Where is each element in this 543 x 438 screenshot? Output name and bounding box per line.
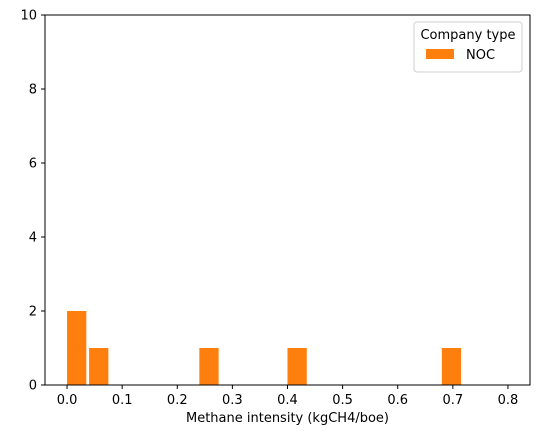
legend-swatch-noc [426, 49, 454, 59]
x-tick-label: 0.7 [442, 393, 463, 408]
legend-label-noc: NOC [466, 48, 495, 63]
y-axis: 0 2 4 6 8 10 [20, 9, 45, 394]
x-tick-label: 0.2 [167, 393, 188, 408]
x-axis-label: Methane intensity (kgCH4/boe) [186, 411, 389, 426]
x-tick-label: 0.6 [387, 393, 408, 408]
y-tick-label: 10 [20, 9, 37, 24]
x-axis: 0.0 0.1 0.2 0.3 0.4 0.5 0.6 0.7 0.8 [57, 385, 519, 408]
y-tick-label: 0 [29, 379, 37, 394]
x-tick-label: 0.5 [332, 393, 353, 408]
y-tick-label: 4 [29, 231, 37, 246]
legend-title: Company type [420, 28, 515, 43]
legend: Company type NOC [413, 21, 523, 73]
bar-0-3 [287, 348, 307, 385]
bar-0-1 [89, 348, 109, 385]
bars-group [67, 311, 462, 385]
y-tick-label: 8 [29, 83, 37, 98]
y-tick-label: 2 [29, 305, 37, 320]
x-tick-label: 0.3 [222, 393, 243, 408]
bar-0-2 [199, 348, 219, 385]
legend-box [413, 21, 523, 73]
bar-0-4 [441, 348, 462, 385]
x-tick-label: 0.1 [112, 393, 133, 408]
x-tick-label: 0.4 [277, 393, 298, 408]
x-tick-label: 0.8 [498, 393, 519, 408]
bar-0-0 [67, 311, 87, 385]
x-tick-label: 0.0 [57, 393, 78, 408]
y-tick-label: 6 [29, 157, 37, 172]
